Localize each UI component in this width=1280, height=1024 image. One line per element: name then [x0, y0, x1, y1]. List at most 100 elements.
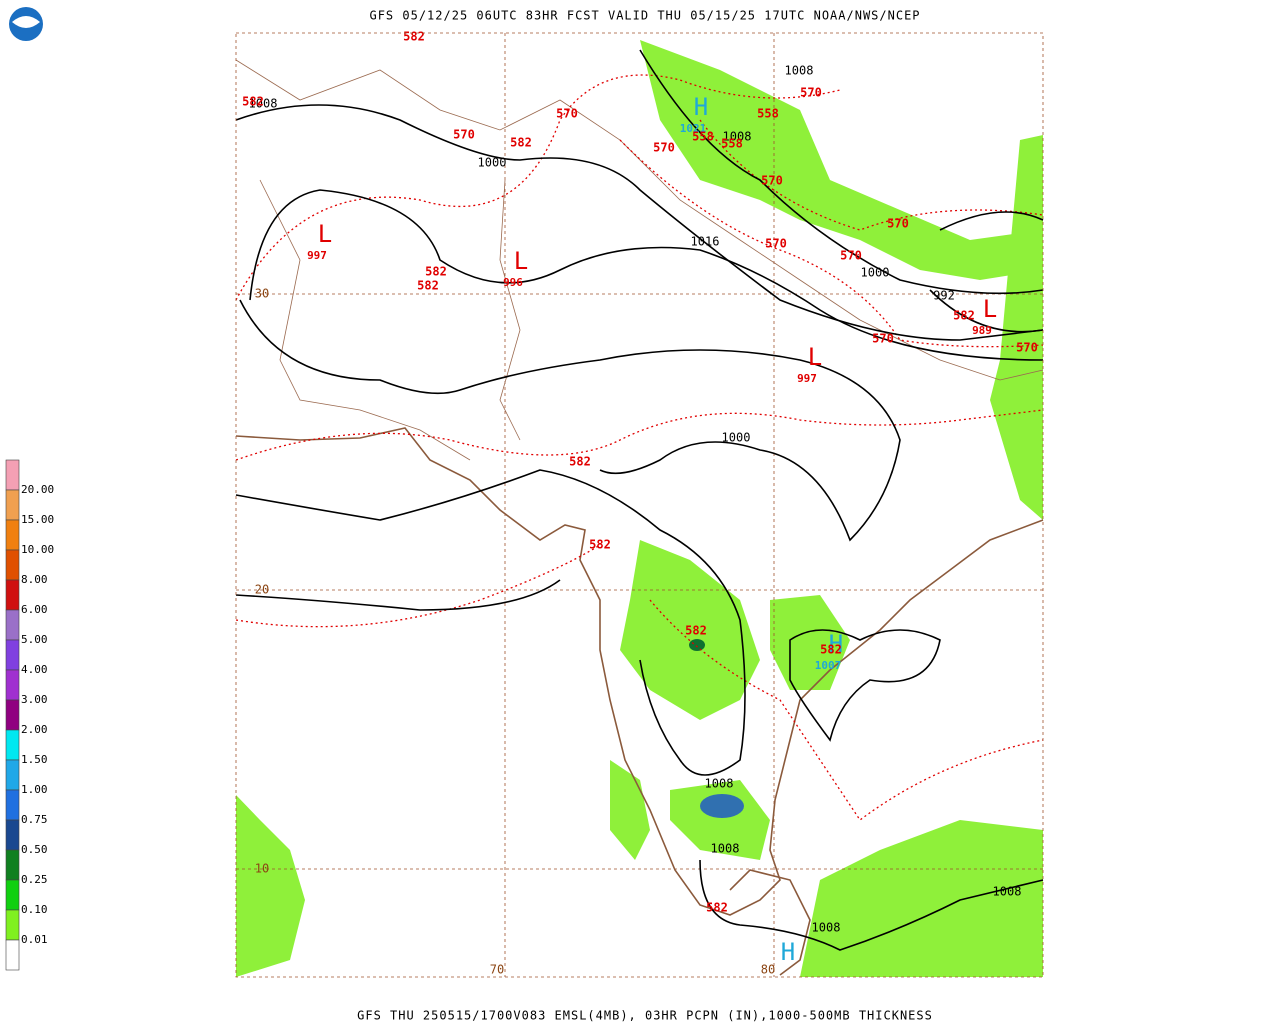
legend-label: 1.50: [21, 753, 48, 766]
thickness-label: 582: [569, 455, 591, 469]
isobar-label: 1008: [993, 885, 1022, 899]
legend-swatch: [5, 789, 20, 821]
thickness-label: 570: [556, 107, 578, 121]
thickness-label: 570: [653, 141, 675, 155]
pressure-center-symbol: H: [829, 630, 843, 658]
thickness-label: 570: [761, 174, 783, 188]
thickness-label: 582: [510, 136, 532, 150]
grid: [236, 33, 1043, 977]
thickness-label: 582: [242, 95, 264, 109]
isobar: [235, 579, 561, 611]
isobar-label: 1008: [249, 97, 278, 111]
legend: 20.00 15.00 10.00 8.00 6.00 5.00 4.00 3.00 2.00 1…: [5, 459, 54, 971]
isobar-label: 1000: [861, 266, 890, 280]
legend-label: 6.00: [21, 603, 48, 616]
legend-label: 0.01: [21, 933, 48, 946]
thickness-label: 558: [721, 137, 743, 151]
legend-swatch: [5, 699, 20, 731]
thickness-label: 582: [417, 279, 439, 293]
pressure-center-value: 997: [797, 372, 817, 385]
longitude-label: 80: [761, 963, 775, 977]
legend-swatch: [5, 849, 20, 881]
thickness-label: 570: [453, 128, 475, 142]
map-title: GFS 05/12/25 06UTC 83HR FCST VALID THU 0…: [369, 9, 920, 23]
isobar-label: 1016: [691, 235, 720, 249]
legend-swatch: [5, 579, 20, 611]
pressure-center-symbol: L: [808, 343, 822, 371]
legend-swatch: [5, 819, 20, 851]
legend-label: 0.50: [21, 843, 48, 856]
legend-label: 8.00: [21, 573, 48, 586]
pressure-center-symbol: L: [318, 220, 332, 248]
pressure-center-value: 989: [972, 324, 992, 337]
border: [499, 179, 521, 441]
isobar-label: 1008: [711, 842, 740, 856]
thickness-label: 570: [800, 86, 822, 100]
pressure-center-value: 997: [307, 249, 327, 262]
legend-label: 0.25: [21, 873, 48, 886]
pressure-center-value: 1007: [815, 659, 842, 672]
noaa-logo-bird: [12, 16, 40, 28]
legend-swatch: [5, 609, 20, 641]
isobar: [699, 859, 1044, 951]
thickness-label: 582: [403, 30, 425, 44]
legend-label: 4.00: [21, 663, 48, 676]
rain-area: [610, 760, 650, 860]
legend-swatch: [5, 669, 20, 701]
thickness-label: 582: [685, 624, 707, 638]
legend-label: 5.00: [21, 633, 48, 646]
thickness-contours: [235, 74, 1044, 821]
pressure-center-value: 1021: [680, 122, 707, 135]
thickness-label: 582: [589, 538, 611, 552]
thickness-label: 582: [820, 643, 842, 657]
map-frame: [235, 32, 1044, 978]
isobar-label: 1008: [785, 64, 814, 78]
thickness-label: 570: [887, 217, 909, 231]
isobar-label: 1008: [812, 921, 841, 935]
thickness-label: 570: [1016, 341, 1038, 355]
thickness-label: 582: [425, 265, 447, 279]
legend-swatch: [5, 939, 20, 971]
legend-swatch: [5, 759, 20, 791]
legend-label: 0.10: [21, 903, 48, 916]
pressure-center-symbol: H: [694, 93, 708, 121]
border: [235, 59, 1044, 381]
legend-swatch: [5, 909, 20, 941]
coastline: [235, 427, 1044, 916]
isobar: [235, 469, 746, 776]
rain-area: [640, 40, 1043, 280]
pressure-center-symbol: L: [514, 247, 528, 275]
coastline-srilanka: [729, 869, 811, 976]
isobar: [639, 49, 1044, 295]
map-caption: GFS THU 250515/1700V083 EMSL(4MB), 03HR …: [357, 1009, 933, 1023]
longitude-label: 70: [490, 963, 504, 977]
thickness-label: 558: [692, 130, 714, 144]
thickness-label: 558: [757, 107, 779, 121]
borders: [235, 59, 1044, 461]
thickness-contour: [235, 544, 601, 628]
isobar: [235, 104, 1044, 341]
border: [259, 179, 471, 461]
thickness-contour: [619, 139, 1044, 348]
latitude-label: 30: [255, 287, 269, 301]
thickness-label: 582: [953, 309, 975, 323]
legend-label: 3.00: [21, 693, 48, 706]
thickness-label: 582: [706, 901, 728, 915]
rain-area: [800, 820, 1043, 977]
isobar: [239, 299, 901, 542]
precipitation: [236, 40, 1043, 977]
rain-area: [620, 540, 760, 720]
isobar-label: 992: [933, 289, 955, 303]
legend-swatch: [5, 639, 20, 671]
legend-label: 10.00: [21, 543, 54, 556]
isobar-label: 1000: [722, 431, 751, 445]
legend-label: 0.75: [21, 813, 48, 826]
isobar-label: 1000: [478, 156, 507, 170]
rain-area: [670, 780, 770, 860]
legend-swatch: [5, 879, 20, 911]
heavy-rain: [700, 794, 744, 818]
latitude-label: 20: [255, 583, 269, 597]
